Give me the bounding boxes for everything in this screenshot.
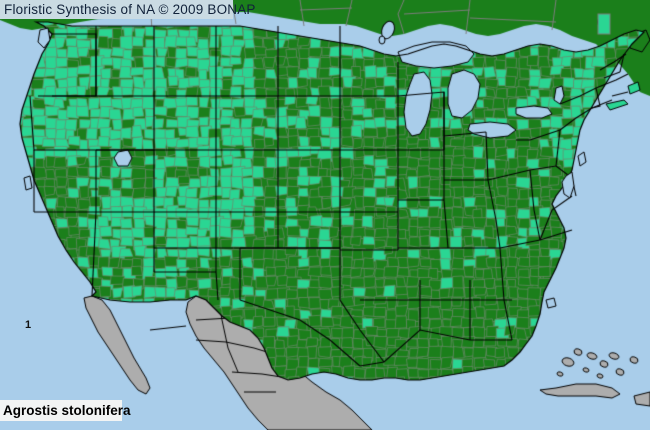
species-name-strip: Agrostis stolonifera — [0, 400, 131, 421]
map-title-strip: Floristic Synthesis of NA © 2009 BONAP — [0, 0, 255, 19]
species-name-text: Agrostis stolonifera — [3, 403, 131, 418]
ocean-index-marker: 1 — [25, 319, 32, 331]
map-title-text: Floristic Synthesis of NA © 2009 BONAP — [4, 2, 256, 17]
